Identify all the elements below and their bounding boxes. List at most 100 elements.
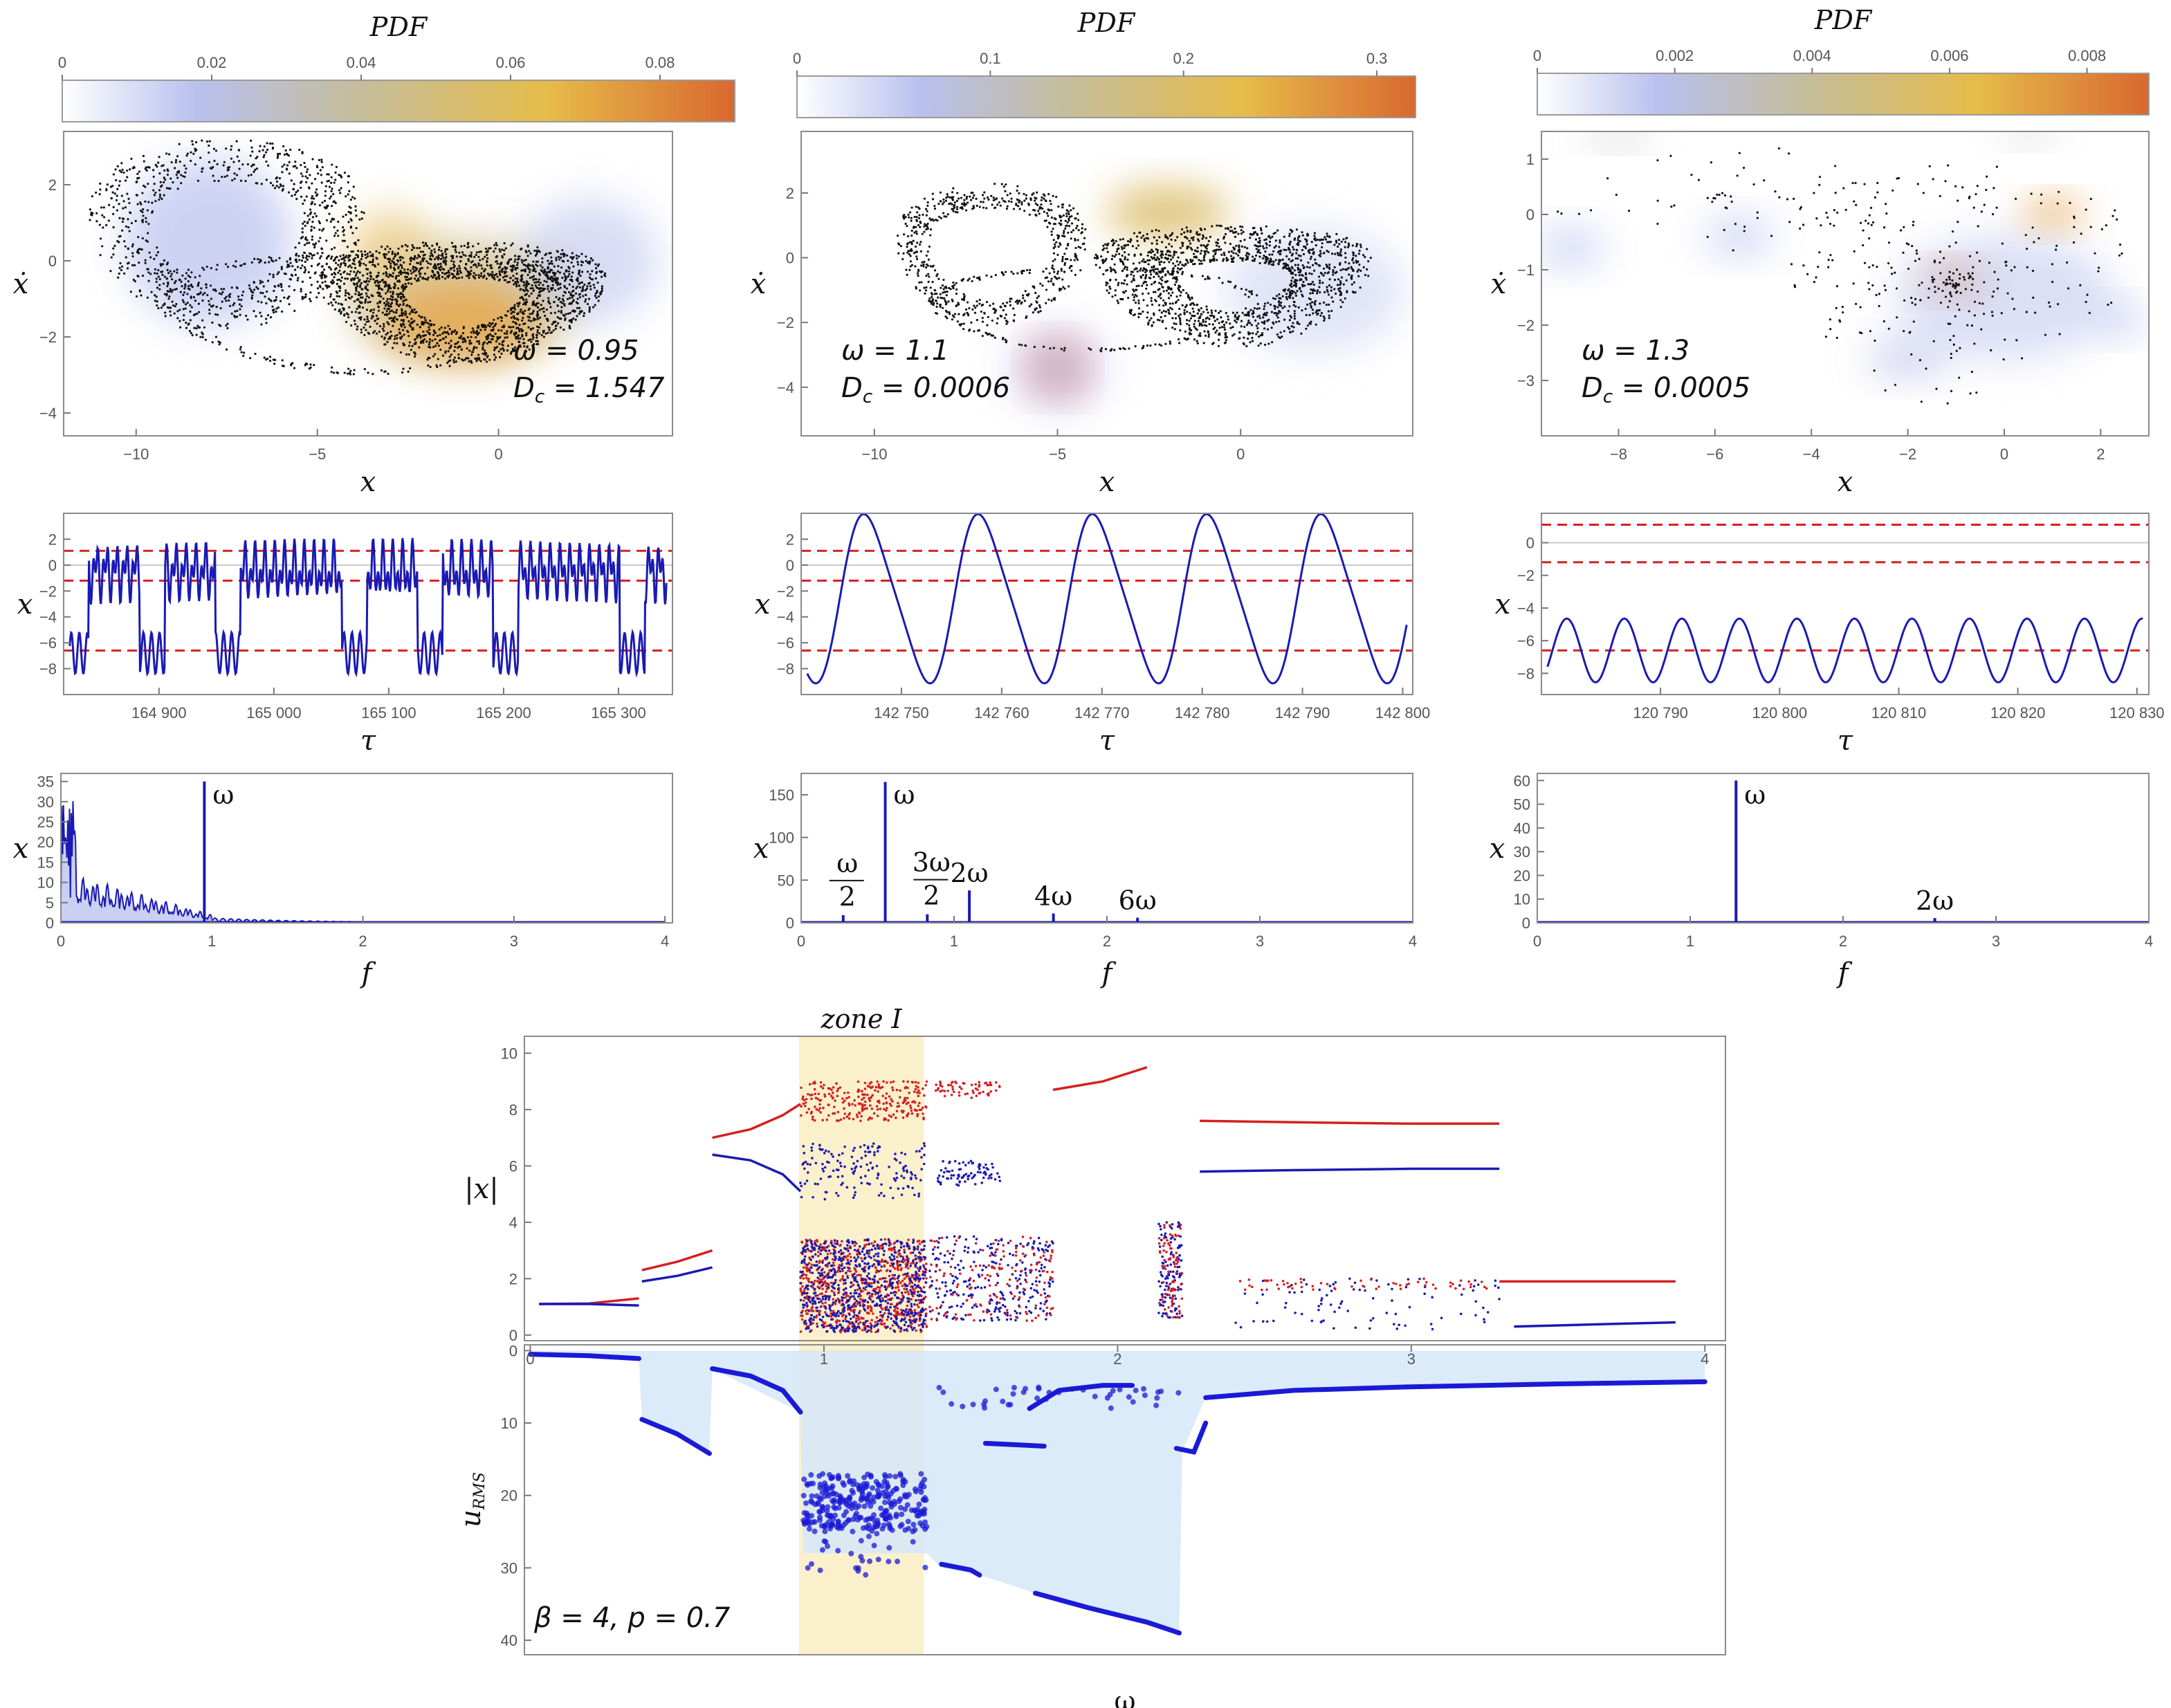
- attractor-point: [436, 342, 439, 345]
- attractor-point: [507, 261, 510, 264]
- colorbar-tick-label: 0.08: [645, 54, 675, 71]
- attractor-point: [112, 247, 115, 250]
- attractor-point: [516, 277, 519, 280]
- attractor-point: [423, 272, 426, 275]
- attractor-point: [392, 272, 394, 275]
- attractor-point: [532, 336, 535, 339]
- attractor-point: [184, 277, 187, 280]
- attractor-point: [394, 252, 396, 255]
- attractor-point: [372, 260, 374, 263]
- attractor-point: [1243, 239, 1246, 241]
- attractor-point: [1202, 342, 1205, 345]
- attractor-point: [1297, 306, 1300, 309]
- attractor-point: [1330, 286, 1333, 288]
- attractor-point: [140, 294, 143, 297]
- attractor-point: [329, 268, 333, 270]
- attractor-point: [410, 282, 413, 285]
- attractor-point: [331, 304, 334, 306]
- attractor-point: [1018, 199, 1021, 202]
- attractor-point: [130, 221, 134, 225]
- attractor-point: [138, 289, 141, 292]
- attractor-point: [366, 283, 369, 286]
- attractor-point: [906, 273, 908, 276]
- attractor-point: [1304, 238, 1307, 241]
- attractor-point: [1027, 294, 1029, 297]
- attractor-point: [551, 275, 553, 278]
- attractor-point: [140, 210, 143, 212]
- attractor-point: [226, 174, 228, 177]
- attractor-point: [1052, 194, 1054, 197]
- attractor-point: [1253, 259, 1256, 262]
- attractor-point: [1151, 248, 1153, 251]
- attractor-point: [1208, 318, 1211, 320]
- attractor-point: [1124, 279, 1126, 282]
- attractor-point: [1022, 297, 1025, 300]
- attractor-point: [1271, 341, 1274, 344]
- attractor-point: [556, 278, 559, 281]
- attractor-point: [1265, 313, 1268, 317]
- attractor-point: [311, 216, 314, 219]
- attractor-point: [956, 192, 959, 194]
- attractor-point: [582, 285, 585, 288]
- attractor-point: [378, 287, 381, 291]
- attractor-point: [365, 292, 368, 295]
- attractor-point: [164, 311, 167, 314]
- attractor-point: [1232, 252, 1235, 255]
- attractor-point: [1225, 321, 1228, 324]
- attractor-point: [1308, 266, 1311, 269]
- attractor-point: [1181, 244, 1184, 248]
- attractor-point: [515, 285, 518, 288]
- attractor-point: [258, 150, 261, 153]
- attractor-point: [442, 260, 445, 263]
- attractor-point: [489, 273, 492, 275]
- attractor-point: [1179, 319, 1182, 322]
- attractor-point: [1326, 272, 1329, 275]
- attractor-point: [353, 369, 356, 371]
- attractor-point: [455, 255, 458, 258]
- attractor-point: [1173, 254, 1175, 257]
- attractor-point: [496, 346, 499, 349]
- attractor-point: [937, 203, 940, 205]
- attractor-point: [457, 277, 461, 279]
- attractor-point: [536, 311, 539, 313]
- attractor-point: [1259, 342, 1262, 345]
- attractor-point: [448, 274, 450, 277]
- attractor-point: [529, 252, 532, 255]
- attractor-point: [426, 358, 429, 361]
- attractor-point: [1103, 247, 1106, 250]
- attractor-point: [538, 332, 541, 335]
- attractor-point: [550, 331, 553, 334]
- attractor-point: [513, 255, 517, 257]
- attractor-point: [300, 267, 302, 270]
- attractor-point: [482, 348, 484, 351]
- attractor-point: [1167, 292, 1170, 295]
- attractor-point: [1081, 223, 1084, 226]
- attractor-point: [965, 197, 968, 200]
- attractor-point: [493, 244, 496, 246]
- colorbar-tick-label: 0.008: [2068, 47, 2106, 64]
- attractor-point: [419, 263, 422, 266]
- attractor-point: [1165, 289, 1169, 292]
- attractor-point: [352, 185, 355, 188]
- colorbar-tick-label: 0: [1533, 47, 1541, 64]
- attractor-point: [358, 264, 361, 267]
- attractor-point: [475, 360, 478, 362]
- attractor-point: [1252, 332, 1254, 335]
- attractor-point: [946, 193, 949, 196]
- attractor-point: [1010, 201, 1013, 203]
- attractor-point: [311, 221, 314, 223]
- attractor-point: [115, 178, 118, 182]
- attractor-point: [998, 201, 1000, 204]
- attractor-point: [485, 253, 488, 257]
- attractor-point: [366, 315, 369, 318]
- attractor-point: [1290, 270, 1292, 273]
- attractor-point: [543, 268, 546, 271]
- attractor-point: [336, 295, 338, 297]
- attractor-point: [1063, 230, 1065, 232]
- attractor-point: [433, 248, 436, 251]
- attractor-point: [277, 155, 280, 158]
- attractor-point: [1124, 256, 1126, 259]
- attractor-point: [303, 161, 306, 165]
- attractor-point: [517, 328, 521, 331]
- attractor-point: [951, 208, 953, 210]
